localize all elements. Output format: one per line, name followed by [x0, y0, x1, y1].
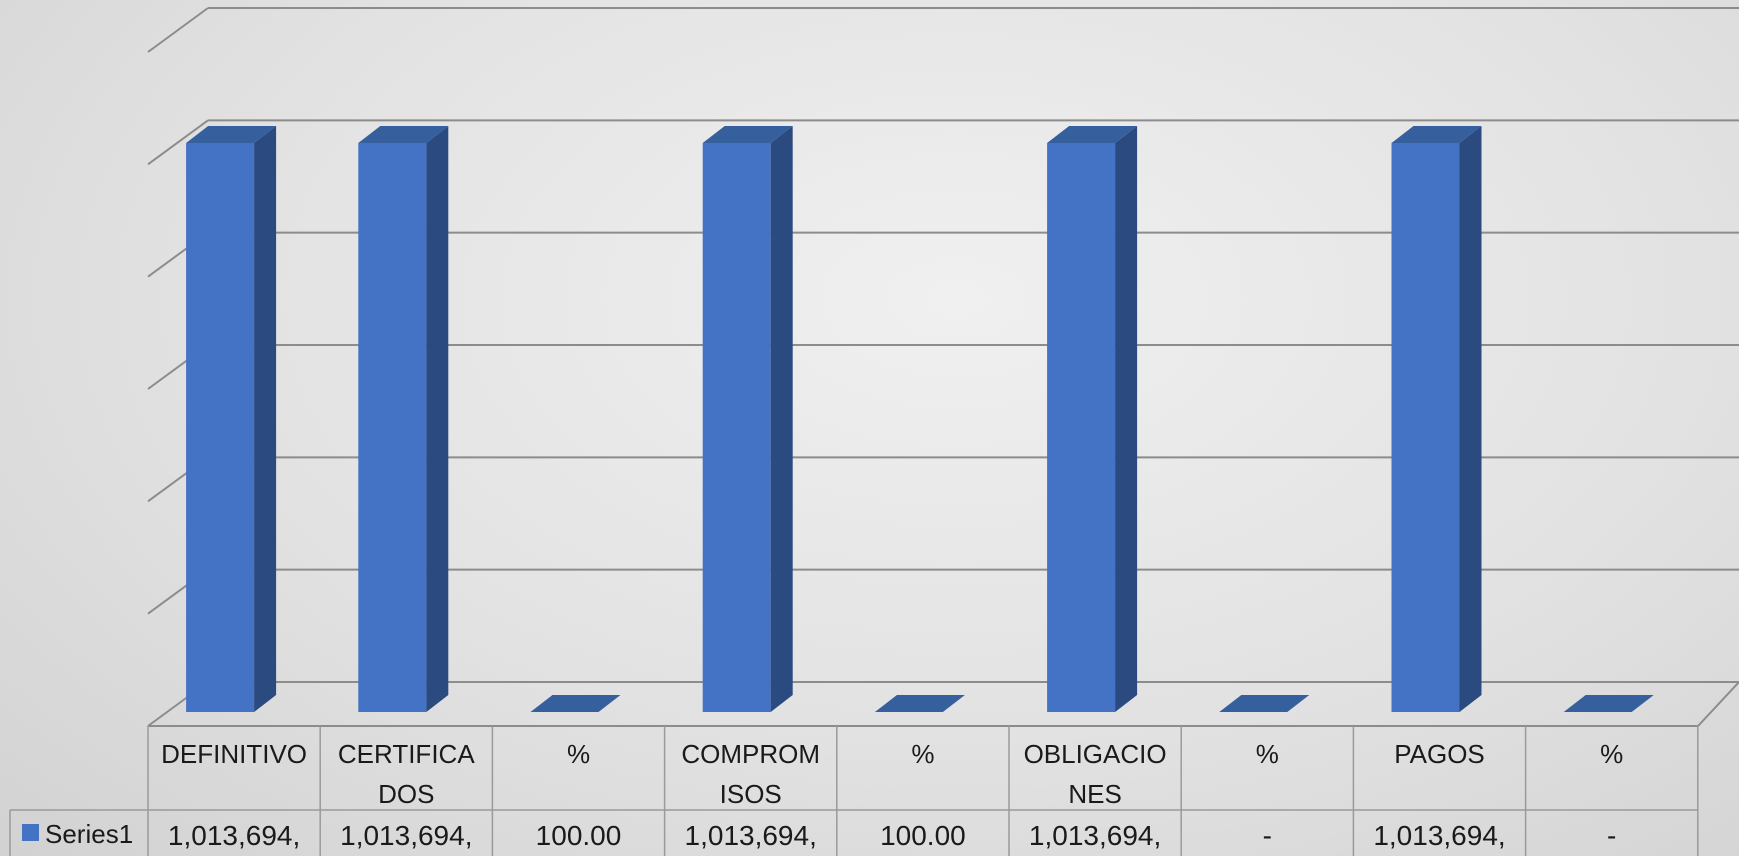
table-value: 100.00: [880, 820, 966, 851]
bar-front: [1047, 143, 1116, 712]
bar-top: [1047, 126, 1138, 143]
bar: [530, 695, 621, 712]
category-label: OBLIGACIO NES: [1024, 739, 1167, 809]
table-value: 1,013,694,: [1373, 820, 1505, 851]
category-label: DEFINITIVO: [161, 739, 307, 769]
bar-flat: [874, 695, 965, 712]
data-table: DEFINITIVO CERTIFICA DOS% COMPROM ISOS% OBLIG…: [9, 726, 1699, 856]
bar: [1219, 695, 1310, 712]
bar: [186, 126, 277, 712]
category-label: %: [1600, 739, 1623, 769]
bar: [1563, 695, 1654, 712]
bar-side: [770, 126, 793, 712]
bar-top: [702, 126, 793, 143]
legend-series-name: Series1: [45, 819, 133, 849]
bar-flat: [1219, 695, 1310, 712]
table-value: 1,013,694,: [1029, 820, 1161, 851]
bar-front: [702, 143, 771, 712]
gridline-side: [147, 119, 209, 166]
table-value: 1,013,694,: [340, 820, 472, 851]
table-value: 100.00: [536, 820, 622, 851]
bar: [702, 126, 793, 712]
bar-side: [1115, 126, 1138, 712]
gridline-side: [147, 7, 209, 53]
table-value: -: [1607, 820, 1616, 851]
bar: [1047, 126, 1138, 712]
bar-front: [358, 143, 427, 712]
category-label: CERTIFICA DOS: [338, 739, 475, 809]
category-label: COMPROM ISOS: [681, 739, 820, 809]
bar: [874, 695, 965, 712]
bar: [358, 126, 449, 712]
table-value: 1,013,694,: [168, 820, 300, 851]
bar-flat: [1563, 695, 1654, 712]
table-value: -: [1263, 820, 1272, 851]
bar-side: [1459, 126, 1482, 712]
bar-top: [1391, 126, 1482, 143]
legend-swatch: [22, 824, 39, 841]
category-label: %: [911, 739, 934, 769]
bar-side: [254, 126, 277, 712]
bar-flat: [530, 695, 621, 712]
table-value: 1,013,694,: [685, 820, 817, 851]
category-label: %: [1256, 739, 1279, 769]
bar-front: [186, 143, 255, 712]
bar: [1391, 126, 1482, 712]
bars: [186, 126, 1654, 712]
category-label: PAGOS: [1394, 739, 1485, 769]
bar-front: [1391, 143, 1460, 712]
bar-top: [358, 126, 449, 143]
category-label: %: [567, 739, 590, 769]
bar-top: [186, 126, 277, 143]
bar-side: [426, 126, 449, 712]
